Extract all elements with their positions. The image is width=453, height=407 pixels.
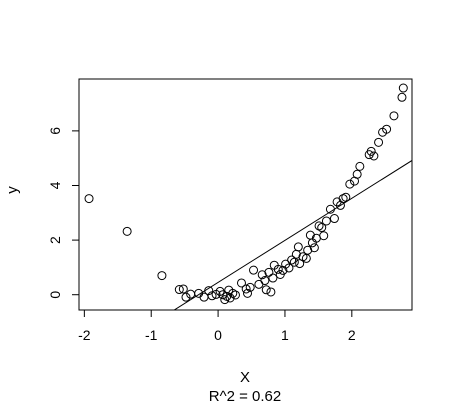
x-tick-label: 0: [214, 327, 222, 343]
y-tick-label: 0: [47, 291, 63, 299]
y-tick-label: 6: [47, 127, 63, 135]
data-point: [215, 286, 225, 296]
data-point: [314, 221, 324, 231]
data-point: [366, 146, 376, 156]
x-tick-label: -2: [78, 327, 91, 343]
data-point: [329, 214, 339, 224]
data-point: [303, 245, 313, 255]
data-point: [325, 204, 335, 214]
data-point: [257, 270, 267, 280]
data-point: [389, 111, 399, 121]
data-point: [273, 264, 283, 274]
data-point: [319, 231, 329, 241]
data-point: [204, 286, 214, 296]
y-tick-label: 2: [47, 236, 63, 244]
x-tick-label: 1: [281, 327, 289, 343]
data-point: [260, 276, 270, 286]
data-point: [374, 137, 384, 147]
data-point: [122, 226, 132, 236]
data-point: [268, 273, 278, 283]
x-axis: -2 -1 0 1 2: [78, 309, 356, 343]
x-tick-label: 2: [348, 327, 356, 343]
data-point: [317, 223, 327, 233]
data-point: [398, 83, 408, 93]
r-squared-annotation: R^2 = 0.62: [209, 388, 282, 405]
regression-line: [173, 160, 412, 310]
plot-frame: [78, 78, 413, 311]
data-point: [382, 124, 392, 134]
data-point: [278, 265, 288, 275]
y-axis: 0 2 4 6: [47, 127, 80, 299]
data-point: [228, 288, 238, 298]
data-point: [254, 279, 264, 289]
data-point: [369, 151, 379, 161]
x-tick-label: -1: [145, 327, 158, 343]
data-point: [225, 293, 235, 303]
data-point: [249, 265, 259, 275]
data-point: [266, 287, 276, 297]
data-point: [321, 216, 331, 226]
data-point: [261, 285, 271, 295]
data-point: [289, 257, 299, 267]
data-point: [309, 243, 319, 253]
data-point: [345, 179, 355, 189]
data-point: [355, 161, 365, 171]
data-point: [284, 263, 294, 273]
data-point: [207, 291, 217, 301]
data-point: [245, 282, 255, 292]
data-point: [157, 271, 167, 281]
data-point: [181, 292, 191, 302]
y-tick-label: 4: [47, 181, 63, 189]
data-point: [230, 290, 240, 300]
data-point: [84, 194, 94, 204]
data-point: [236, 278, 246, 288]
plot-area: [78, 78, 413, 311]
data-point: [287, 255, 297, 265]
data-point: [243, 288, 253, 298]
data-point: [352, 169, 362, 179]
data-point: [293, 242, 303, 252]
data-point: [174, 285, 184, 295]
data-point: [178, 284, 188, 294]
data-point: [264, 267, 274, 277]
data-point: [341, 192, 351, 202]
y-axis-title: y: [4, 186, 21, 194]
data-point: [218, 290, 228, 300]
data-point: [241, 284, 251, 294]
x-axis-title: X: [240, 369, 250, 386]
data-point: [397, 92, 407, 102]
